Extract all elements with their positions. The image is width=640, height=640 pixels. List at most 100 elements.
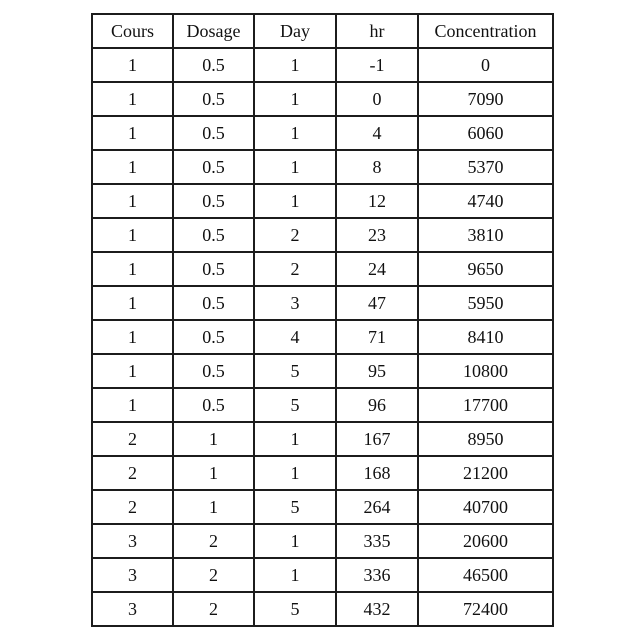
table-cell: 1 [91, 81, 174, 117]
table-cell: 1 [253, 47, 337, 83]
table-cell: 336 [335, 557, 419, 593]
table-cell: 2 [253, 217, 337, 253]
table-row: 1 0.5 1 -1 0 [91, 47, 554, 83]
table-cell: 1 [91, 353, 174, 389]
table-row: 2 1 5 264 40700 [91, 489, 554, 525]
table-cell: 0 [335, 81, 419, 117]
table-cell: 167 [335, 421, 419, 457]
table-cell: 0.5 [172, 149, 255, 185]
table-row: 2 1 1 167 8950 [91, 421, 554, 457]
table-cell: 0.5 [172, 319, 255, 355]
table-cell: 1 [253, 421, 337, 457]
table-row: 1 0.5 3 47 5950 [91, 285, 554, 321]
table-cell: 8 [335, 149, 419, 185]
table-row: 3 2 1 335 20600 [91, 523, 554, 559]
table-cell: 0 [417, 47, 554, 83]
concentration-data-table: Cours Dosage Day hr Concentration 1 0.5 1-… [91, 13, 554, 627]
table-cell: 4740 [417, 183, 554, 219]
table-cell: 0.5 [172, 285, 255, 321]
table-row: 3 2 1 336 46500 [91, 557, 554, 593]
table-row: 1 0.5 2 24 9650 [91, 251, 554, 287]
table-cell: 1 [253, 183, 337, 219]
table-cell: 3810 [417, 217, 554, 253]
table-cell: 1 [172, 455, 255, 491]
table-cell: 0.5 [172, 47, 255, 83]
table-cell: 20600 [417, 523, 554, 559]
table-cell: 17700 [417, 387, 554, 423]
table-cell: 10800 [417, 353, 554, 389]
table-cell: 2 [91, 489, 174, 525]
table-cell: 1 [91, 217, 174, 253]
table-cell: 1 [253, 115, 337, 151]
table-cell: 0.5 [172, 183, 255, 219]
table-cell: 2 [172, 591, 255, 627]
table-cell: 1 [91, 183, 174, 219]
table-cell: 264 [335, 489, 419, 525]
table-cell: 6060 [417, 115, 554, 151]
table-cell: 3 [91, 557, 174, 593]
table-cell: 95 [335, 353, 419, 389]
table-cell: 1 [91, 47, 174, 83]
table-cell: 0.5 [172, 217, 255, 253]
table-cell: 2 [91, 455, 174, 491]
table-cell: 1 [253, 81, 337, 117]
table-cell: 335 [335, 523, 419, 559]
table-cell: 96 [335, 387, 419, 423]
table-cell: 1 [172, 489, 255, 525]
table-row: 1 0.5 5 95 10800 [91, 353, 554, 389]
table-cell: 5 [253, 387, 337, 423]
table-row: 1 0.5 1 4 6060 [91, 115, 554, 151]
column-header-concentration: Concentration [417, 13, 554, 49]
table-cell: 1 [253, 523, 337, 559]
table-cell: 24 [335, 251, 419, 287]
table-row: 1 0.5 1 0 7090 [91, 81, 554, 117]
table-cell: 2 [172, 523, 255, 559]
table-cell: 1 [253, 557, 337, 593]
column-header-dosage: Dosage [172, 13, 255, 49]
table-cell: 9650 [417, 251, 554, 287]
table-cell: 3 [253, 285, 337, 321]
table-cell: 3 [91, 523, 174, 559]
table-cell: 72400 [417, 591, 554, 627]
column-header-day: Day [253, 13, 337, 49]
table-cell: 3 [91, 591, 174, 627]
table-row: 1 0.5 1 8 5370 [91, 149, 554, 185]
table-cell: 432 [335, 591, 419, 627]
table-cell: 46500 [417, 557, 554, 593]
table-row: 1 0.5 2 23 3810 [91, 217, 554, 253]
table-cell: 5 [253, 591, 337, 627]
table-row: 3 2 5 432 72400 [91, 591, 554, 627]
table-cell: 5 [253, 489, 337, 525]
table-body: 1 0.5 1 -1 0 1 0.5 1 0 7090 1 0.5 1 4 6060 1 0.5 1 8 5370 1 0… [91, 47, 554, 627]
table-cell: 0.5 [172, 353, 255, 389]
table-cell: 4 [335, 115, 419, 151]
table-row: 1 0.5 1 12 4740 [91, 183, 554, 219]
table-cell: 4 [253, 319, 337, 355]
table-cell: 1 [91, 319, 174, 355]
table-cell: 5 [253, 353, 337, 389]
table-cell: 47 [335, 285, 419, 321]
column-header-cours: Cours [91, 13, 174, 49]
table-cell: 168 [335, 455, 419, 491]
table-row: 1 0.5 5 96 17700 [91, 387, 554, 423]
table-cell: 0.5 [172, 251, 255, 287]
column-header-hr: hr [335, 13, 419, 49]
table-cell: 0.5 [172, 387, 255, 423]
table-cell: 7090 [417, 81, 554, 117]
table-row: 2 1 1 168 21200 [91, 455, 554, 491]
table-cell: -1 [335, 47, 419, 83]
table-cell: 8950 [417, 421, 554, 457]
table-cell: 8410 [417, 319, 554, 355]
table-row: 1 0.5 4 71 8410 [91, 319, 554, 355]
table-cell: 23 [335, 217, 419, 253]
table-cell: 1 [91, 115, 174, 151]
table-cell: 2 [172, 557, 255, 593]
table-cell: 1 [91, 251, 174, 287]
table-cell: 1 [91, 149, 174, 185]
table-header-row: Cours Dosage Day hr Concentration [91, 13, 554, 49]
table-cell: 21200 [417, 455, 554, 491]
table-cell: 0.5 [172, 81, 255, 117]
table-cell: 40700 [417, 489, 554, 525]
table-cell: 1 [91, 387, 174, 423]
